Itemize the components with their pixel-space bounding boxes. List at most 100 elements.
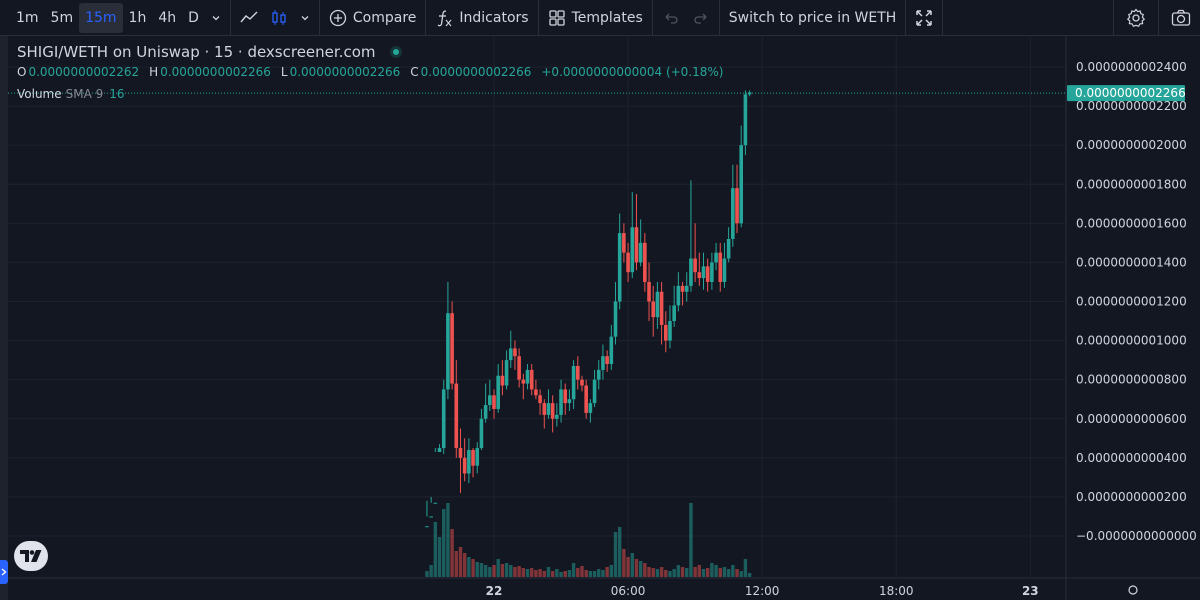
volume-bar: [467, 557, 471, 577]
volume-bar: [664, 570, 668, 577]
symbol-title[interactable]: SHIGI/WETH on Uniswap · 15 · dexscreener…: [17, 43, 376, 61]
templates-button[interactable]: Templates: [542, 3, 649, 33]
interval-15m-button[interactable]: 15m: [79, 2, 123, 33]
candle-body: [739, 145, 744, 224]
expand-icon: [916, 9, 933, 26]
drawing-toolbar-collapsed: [0, 36, 8, 600]
tradingview-logo[interactable]: [14, 541, 48, 571]
volume-bar: [509, 565, 513, 577]
open-key: O: [17, 65, 27, 79]
volume-bar: [483, 565, 488, 577]
candle-body: [726, 238, 731, 259]
candle-body: [676, 285, 681, 306]
candle-body: [488, 395, 492, 406]
volume-legend-row[interactable]: Volume SMA 9 16: [17, 86, 733, 102]
volume-bar: [668, 571, 672, 577]
volume-bar: [479, 563, 484, 577]
time-tick-label: 06:00: [611, 584, 646, 598]
low-value: 0.0000000002266: [289, 65, 401, 79]
volume-bar: [446, 503, 450, 577]
volume-bar: [638, 561, 643, 577]
chart-type-dropdown-button[interactable]: [294, 3, 316, 33]
price-tick-label: 0.0000000002200: [1076, 99, 1187, 113]
interval-5m-button[interactable]: 5m: [50, 9, 74, 26]
volume-bar: [437, 537, 442, 577]
candle-body: [513, 348, 517, 357]
candle-body: [425, 526, 429, 528]
price-tick-label: 0.0000000001000: [1076, 334, 1187, 348]
time-tick-label: 18:00: [879, 584, 914, 598]
volume-sma-label: SMA 9: [65, 87, 104, 101]
interval-dropdown-button[interactable]: [205, 3, 227, 33]
candle-body: [567, 399, 572, 404]
candle-body: [651, 301, 656, 318]
time-tick-label: 12:00: [745, 584, 780, 598]
switch-price-button[interactable]: Switch to price in WETH: [728, 9, 897, 26]
candle-body: [500, 375, 505, 386]
price-tick-label: 0.0000000001200: [1076, 295, 1187, 309]
volume-bar: [492, 565, 496, 577]
indicators-label: Indicators: [459, 9, 529, 26]
volume-bar: [513, 567, 517, 577]
volume-bar: [425, 571, 429, 577]
toolbar-divider: [1113, 0, 1114, 36]
interval-4h-button[interactable]: 4h: [158, 9, 177, 26]
line-chart-type-button[interactable]: [234, 3, 264, 33]
price-chart[interactable]: 0.0000000002400 0.0000000002200 0.00000000…: [8, 36, 1200, 600]
candle-body: [663, 324, 668, 341]
interval-d-button[interactable]: D: [188, 9, 199, 26]
compare-button[interactable]: Compare: [323, 3, 423, 33]
interval-1h-button[interactable]: 1h: [128, 9, 147, 26]
volume-bar: [475, 562, 479, 577]
volume-bar: [630, 553, 634, 577]
candle-body: [668, 321, 672, 341]
volume-bar: [655, 569, 660, 577]
indicators-button[interactable]: Indicators: [429, 3, 534, 33]
right-tools: [1110, 0, 1200, 36]
candle-body: [731, 188, 735, 239]
volume-bar: [739, 571, 743, 577]
candle-body: [429, 516, 433, 518]
candle-body: [479, 418, 484, 449]
volume-bar: [496, 559, 500, 577]
volume-bar: [643, 563, 647, 577]
price-tick-label: 0.0000000000200: [1076, 490, 1187, 504]
candle-body: [529, 369, 534, 390]
interval-1m-button[interactable]: 1m: [16, 9, 39, 26]
snapshot-button[interactable]: [1162, 3, 1200, 33]
toolbar-divider: [425, 0, 427, 36]
volume-bar: [685, 568, 689, 577]
volume-bar: [525, 569, 530, 577]
volume-bar: [676, 565, 681, 577]
candle-body: [643, 242, 647, 282]
fullscreen-button[interactable]: [909, 3, 939, 33]
price-tick-label: 0.0000000000400: [1076, 451, 1187, 465]
candle-body: [672, 305, 676, 322]
candle-chart-type-button[interactable]: [264, 3, 294, 33]
toolbar-divider: [318, 0, 320, 36]
candle-body: [483, 405, 488, 419]
compare-label: Compare: [352, 9, 417, 26]
expand-toolbar-handle[interactable]: [0, 560, 8, 584]
undo-button[interactable]: [656, 3, 686, 33]
volume-bar: [488, 567, 492, 577]
volume-bar: [722, 567, 727, 577]
chevron-right-icon: [1, 568, 7, 576]
candle-body: [433, 502, 438, 504]
candle-body: [638, 242, 643, 263]
candle-body: [701, 266, 706, 279]
volume-bar: [429, 565, 433, 577]
volume-bar: [458, 547, 463, 577]
price-tick-label: 0.0000000001600: [1076, 216, 1187, 230]
candle-body: [735, 188, 739, 224]
volume-bar: [559, 572, 563, 577]
candle-body: [521, 379, 526, 384]
toolbar-divider: [651, 0, 653, 36]
redo-button[interactable]: [686, 3, 716, 33]
candle-body: [605, 356, 609, 365]
volume-bar: [546, 567, 551, 577]
settings-button[interactable]: [1117, 3, 1155, 33]
candle-body: [534, 389, 538, 396]
price-tick-label: 0.0000000002400: [1076, 60, 1187, 74]
sun-icon[interactable]: [1128, 585, 1138, 595]
